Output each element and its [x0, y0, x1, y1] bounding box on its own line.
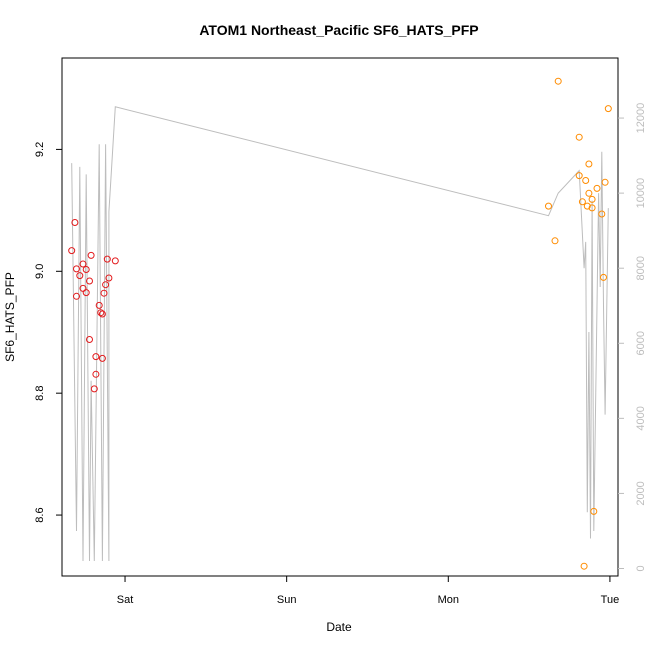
- data-points-layer: [68, 77, 612, 570]
- data-point-series-2: [588, 204, 596, 212]
- data-point-series-2: [601, 178, 609, 186]
- altitude-line-layer: [71, 106, 609, 562]
- data-point-series-1: [71, 219, 79, 226]
- data-point-series-1: [86, 336, 93, 343]
- data-point-series-2: [590, 507, 598, 515]
- x-tick-label: Mon: [438, 594, 459, 606]
- data-point-series-2: [554, 77, 562, 85]
- y-tick-label: 8.8: [34, 386, 46, 401]
- data-point-series-2: [575, 172, 583, 180]
- y2-tick-label: 8000: [635, 256, 647, 280]
- data-point-series-2: [551, 237, 559, 245]
- data-point-series-2: [582, 177, 590, 184]
- data-point-series-1: [92, 353, 100, 361]
- data-point-series-2: [585, 160, 593, 168]
- data-point-series-1: [73, 265, 80, 273]
- data-point-series-1: [79, 260, 87, 268]
- y2-tick-label: 12000: [635, 103, 647, 134]
- data-point-series-1: [105, 274, 113, 282]
- altitude-line: [71, 106, 609, 562]
- x-tick-label: Sat: [117, 594, 134, 606]
- y-tick-label: 9.2: [34, 142, 46, 157]
- x-tick-label: Sun: [277, 594, 297, 606]
- y2-tick-label: 2000: [635, 481, 647, 505]
- data-point-series-1: [92, 370, 100, 378]
- y2-tick-label: 10000: [635, 178, 647, 209]
- data-point-series-1: [86, 277, 93, 285]
- data-point-series-1: [98, 310, 106, 318]
- data-point-series-2: [585, 189, 593, 197]
- data-point-series-1: [87, 251, 95, 259]
- data-point-series-2: [588, 195, 596, 203]
- data-point-series-1: [102, 281, 110, 289]
- data-point-series-1: [98, 354, 106, 362]
- data-point-series-1: [76, 272, 84, 280]
- data-point-series-1: [82, 289, 90, 297]
- y-tick-label: 8.6: [34, 507, 46, 522]
- data-point-series-1: [97, 309, 105, 317]
- data-point-series-2: [600, 273, 607, 281]
- data-point-series-1: [111, 257, 119, 265]
- data-point-series-2: [580, 562, 588, 570]
- data-point-series-1: [68, 247, 76, 255]
- data-point-series-2: [578, 198, 586, 206]
- data-point-series-1: [90, 385, 98, 393]
- y2-tick-label: 4000: [635, 406, 647, 430]
- data-point-series-2: [583, 202, 591, 210]
- data-point-series-2: [545, 202, 552, 210]
- data-point-series-1: [82, 266, 90, 273]
- plot-frame: [61, 57, 619, 577]
- data-point-series-1: [95, 301, 103, 309]
- chart-title: ATOM1 Northeast_Pacific SF6_HATS_PFP: [199, 22, 478, 38]
- y2-tick-label: 0: [635, 565, 647, 571]
- data-point-series-2: [598, 210, 606, 218]
- x-tick-label: Tue: [601, 594, 620, 606]
- data-point-series-1: [103, 255, 111, 263]
- y-axis-label: SF6_HATS_PFP: [3, 272, 17, 362]
- axes-layer: Sat Sun Mon Tue 8.6 8.8 9.0 9.2 0 2000 4000 6000 800…: [34, 103, 647, 606]
- y-tick-label: 9.0: [34, 264, 46, 279]
- data-point-series-2: [575, 133, 583, 141]
- x-axis-label: Date: [326, 620, 352, 634]
- data-point-series-2: [593, 184, 601, 192]
- y2-tick-label: 6000: [635, 331, 647, 355]
- data-point-series-1: [73, 292, 80, 300]
- data-point-series-1: [100, 289, 108, 297]
- data-point-series-2: [604, 105, 612, 113]
